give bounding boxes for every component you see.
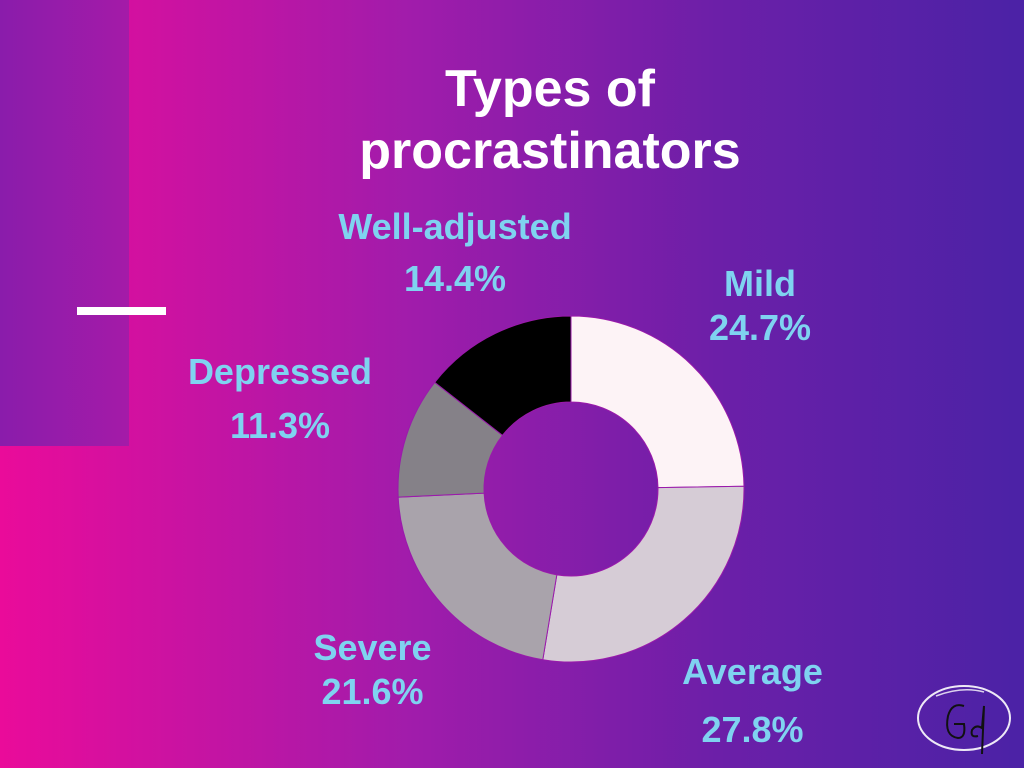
- label-depressed: Depressed 11.3%: [160, 350, 400, 448]
- slice-value-mild: 24.7%: [708, 307, 812, 348]
- slice-value-average: 27.8%: [701, 709, 804, 750]
- slice-label-mild: Mild: [724, 263, 796, 304]
- decorative-side-panel: [0, 0, 129, 446]
- slice-value-well-adjusted: 14.4%: [403, 258, 507, 299]
- slice-value-severe: 21.6%: [321, 671, 424, 712]
- chart-title: Types of procrastinators: [300, 58, 800, 182]
- slice-value-depressed: 11.3%: [229, 405, 331, 446]
- label-well-adjusted: Well-adjusted 14.4%: [315, 205, 595, 301]
- slice-label-depressed: Depressed: [187, 351, 373, 392]
- decorative-dash: [77, 307, 166, 315]
- label-severe: Severe 21.6%: [290, 626, 455, 714]
- label-mild: Mild 24.7%: [680, 262, 840, 350]
- chart-title-line-1: Types of: [445, 60, 655, 118]
- slice-label-well-adjusted: Well-adjusted: [338, 206, 572, 247]
- slice-mild: [570, 315, 745, 489]
- slice-severe: [397, 492, 558, 661]
- slice-well-adjusted: [434, 315, 572, 437]
- label-average: Average 27.8%: [660, 650, 845, 752]
- signature-logo-icon: [917, 685, 1011, 755]
- chart-title-line-2: procrastinators: [359, 122, 741, 180]
- slice-label-severe: Severe: [313, 627, 432, 668]
- slice-average: [542, 485, 745, 663]
- slice-label-average: Average: [682, 651, 823, 692]
